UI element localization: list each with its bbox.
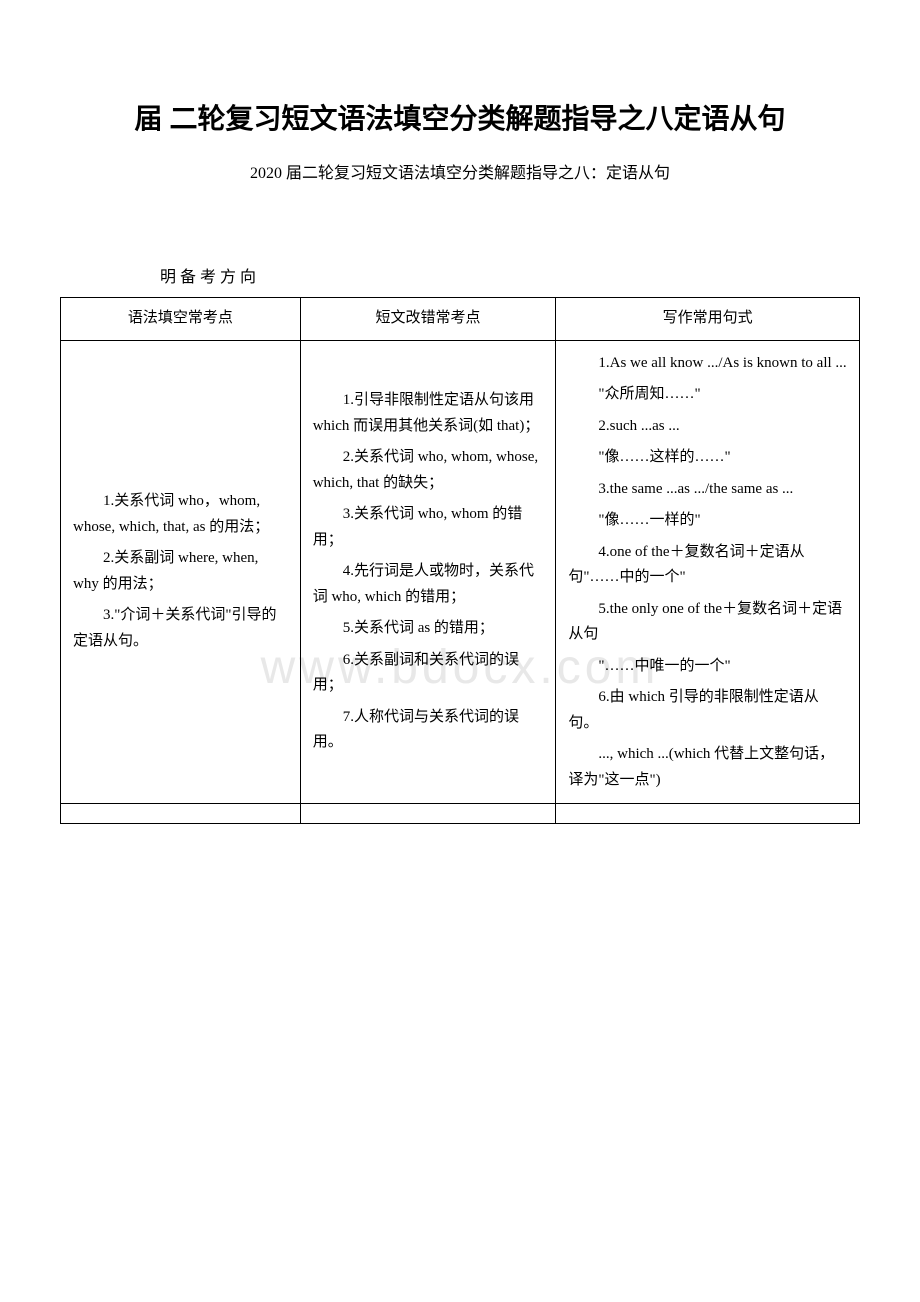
cell-text: 1.关系代词 who，whom, whose, which, that, as … xyxy=(73,489,288,540)
table-header-1: 语法填空常考点 xyxy=(61,298,301,341)
cell-text: "像……这样的……" xyxy=(568,445,847,471)
page-subtitle: 2020 届二轮复习短文语法填空分类解题指导之八：定语从句 xyxy=(60,159,860,183)
cell-text: 6.由 which 引导的非限制性定语从句。 xyxy=(568,685,847,736)
table-header-2: 短文改错常考点 xyxy=(300,298,556,341)
cell-text: "像……一样的" xyxy=(568,508,847,534)
cell-text: 6.关系副词和关系代词的误用； xyxy=(313,648,544,699)
cell-text: 7.人称代词与关系代词的误用。 xyxy=(313,705,544,756)
cell-text: 2.关系代词 who, whom, whose, which, that 的缺失… xyxy=(313,445,544,496)
cell-text: ..., which ...(which 代替上文整句话，译为"这一点") xyxy=(568,742,847,793)
content-table: 语法填空常考点 短文改错常考点 写作常用句式 1.关系代词 who，whom, … xyxy=(60,297,860,824)
table-row: 1.关系代词 who，whom, whose, which, that, as … xyxy=(61,340,860,804)
cell-text: 3."介词＋关系代词"引导的定语从句。 xyxy=(73,603,288,654)
cell-text: 1.引导非限制性定语从句该用 which 而误用其他关系词(如 that)； xyxy=(313,388,544,439)
table-cell-writing: 1.As we all know .../As is known to all … xyxy=(556,340,860,804)
cell-text: "……中唯一的一个" xyxy=(568,654,847,680)
empty-cell xyxy=(61,804,301,824)
cell-text: 2.关系副词 where, when, why 的用法； xyxy=(73,546,288,597)
cell-text: 5.关系代词 as 的错用； xyxy=(313,616,544,642)
cell-text: 4.one of the＋复数名词＋定语从句"……中的一个" xyxy=(568,540,847,591)
cell-text: 4.先行词是人或物时，关系代词 who, which 的错用； xyxy=(313,559,544,610)
empty-cell xyxy=(556,804,860,824)
table-cell-grammar: 1.关系代词 who，whom, whose, which, that, as … xyxy=(61,340,301,804)
cell-text: 5.the only one of the＋复数名词＋定语从句 xyxy=(568,597,847,648)
table-header-3: 写作常用句式 xyxy=(556,298,860,341)
table-header-row: 语法填空常考点 短文改错常考点 写作常用句式 xyxy=(61,298,860,341)
cell-text: 3.the same ...as .../the same as ... xyxy=(568,477,847,503)
cell-text: 3.关系代词 who, whom 的错用； xyxy=(313,502,544,553)
cell-text: 1.As we all know .../As is known to all … xyxy=(568,351,847,377)
page-title: 届 二轮复习短文语法填空分类解题指导之八定语从句 xyxy=(60,100,860,139)
table-empty-row xyxy=(61,804,860,824)
table-cell-correction: 1.引导非限制性定语从句该用 which 而误用其他关系词(如 that)； 2… xyxy=(300,340,556,804)
cell-text: "众所周知……" xyxy=(568,382,847,408)
cell-text: 2.such ...as ... xyxy=(568,414,847,440)
section-heading: 明 备 考 方 向 xyxy=(160,263,860,287)
empty-cell xyxy=(300,804,556,824)
